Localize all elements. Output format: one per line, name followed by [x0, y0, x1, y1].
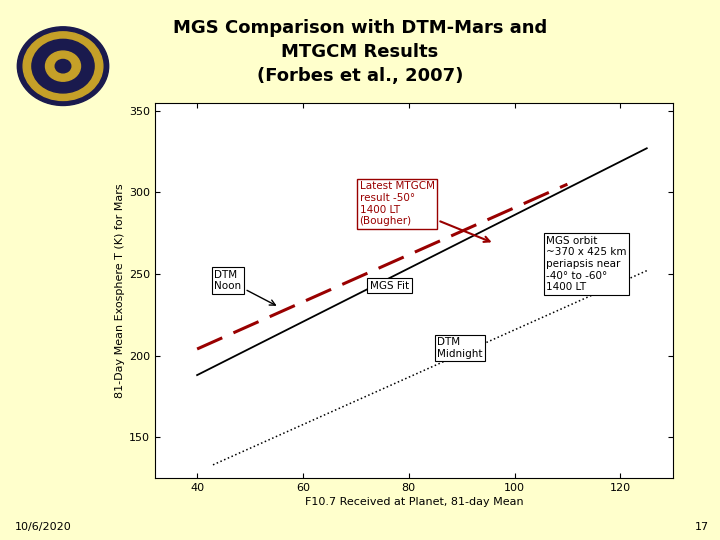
- Text: MGS orbit
~370 x 425 km
periapsis near
-40° to -60°
1400 LT: MGS orbit ~370 x 425 km periapsis near -…: [546, 236, 626, 292]
- Circle shape: [23, 32, 103, 100]
- Text: MTGCM Results: MTGCM Results: [282, 43, 438, 61]
- X-axis label: F10.7 Received at Planet, 81-day Mean: F10.7 Received at Planet, 81-day Mean: [305, 497, 523, 507]
- Text: 1817: 1817: [54, 96, 72, 100]
- Text: MGS Fit: MGS Fit: [370, 281, 409, 291]
- Text: 10/6/2020: 10/6/2020: [14, 522, 71, 532]
- Circle shape: [45, 51, 81, 81]
- Text: DTM
Noon: DTM Noon: [215, 269, 275, 305]
- Text: 17: 17: [695, 522, 709, 532]
- Text: MGS Comparison with DTM-Mars and: MGS Comparison with DTM-Mars and: [173, 19, 547, 37]
- Text: Latest MTGCM
result -50°
1400 LT
(Bougher): Latest MTGCM result -50° 1400 LT (Boughe…: [359, 181, 490, 242]
- Circle shape: [32, 39, 94, 93]
- Circle shape: [55, 59, 71, 73]
- Text: DTM
Midnight: DTM Midnight: [437, 337, 483, 359]
- Y-axis label: 81-Day Mean Exosphere T (K) for Mars: 81-Day Mean Exosphere T (K) for Mars: [114, 183, 125, 397]
- Text: (Forbes et al., 2007): (Forbes et al., 2007): [257, 68, 463, 85]
- Circle shape: [17, 27, 109, 105]
